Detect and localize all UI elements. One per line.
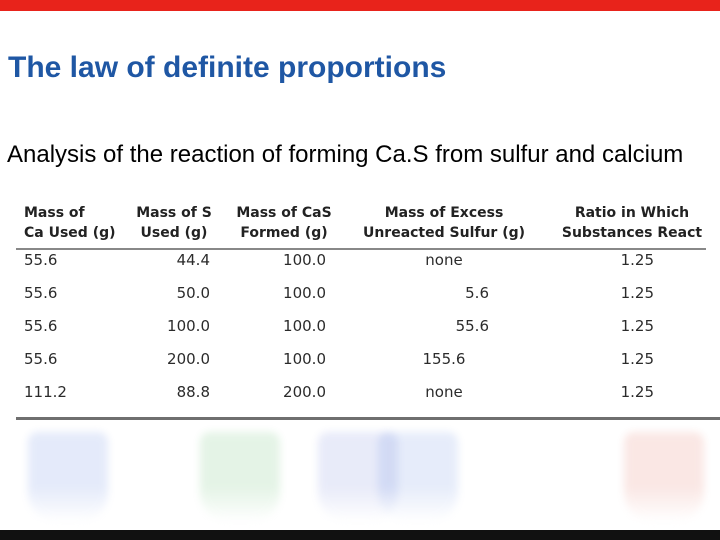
header-line: Unreacted Sulfur (g) <box>362 225 526 241</box>
header-line: Mass of S <box>136 205 212 221</box>
data-table: Mass of Ca Used (g) Mass of S Used (g) M… <box>14 201 720 408</box>
slide-subtitle: Analysis of the reaction of forming Ca.S… <box>7 141 684 168</box>
beaker-indigo-image <box>318 432 398 522</box>
bottom-bar <box>0 530 720 540</box>
top-accent-bar <box>0 0 720 11</box>
header-line: Substances React <box>561 225 703 241</box>
cell-ca-used: 55.6 <box>24 283 58 302</box>
cell-ca-used: 55.6 <box>24 250 58 269</box>
cell-ratio: 1.25 <box>620 316 654 335</box>
cell-ratio: 1.25 <box>620 250 654 269</box>
cell-ca-used: 55.6 <box>24 349 58 368</box>
header-line: Used (g) <box>140 225 208 241</box>
table-row: 55.6 100.0 100.0 55.6 1.25 <box>14 309 720 342</box>
cell-cas-formed: 200.0 <box>283 382 326 401</box>
data-table-container: Mass of Ca Used (g) Mass of S Used (g) M… <box>14 201 720 421</box>
beaker-green-image <box>200 432 280 522</box>
cell-excess-sulfur: 55.6 <box>455 316 489 335</box>
header-line: Formed (g) <box>240 225 328 241</box>
slide-title: The law of definite proportions <box>8 51 447 84</box>
beaker-light-blue-image <box>378 432 458 522</box>
cell-s-used: 88.8 <box>176 382 210 401</box>
cell-ratio: 1.25 <box>620 382 654 401</box>
cell-ratio: 1.25 <box>620 283 654 302</box>
cell-excess-sulfur: none <box>425 250 463 269</box>
cell-excess-sulfur: none <box>425 382 463 401</box>
cell-excess-sulfur: 155.6 <box>422 349 466 368</box>
header-line: Ratio in Which <box>574 205 690 221</box>
cell-cas-formed: 100.0 <box>283 316 326 335</box>
table-bottom-rule <box>16 417 720 420</box>
header-ratio: Ratio in Which Substances React <box>544 201 720 243</box>
header-line: Mass of CaS <box>236 205 332 221</box>
header-line: Mass of Excess <box>384 205 504 221</box>
cell-excess-sulfur: 5.6 <box>465 283 489 302</box>
header-cas-formed: Mass of CaS Formed (g) <box>224 201 344 243</box>
table-row: 111.2 88.8 200.0 none 1.25 <box>14 375 720 408</box>
header-s-used: Mass of S Used (g) <box>124 201 224 243</box>
cell-ca-used: 55.6 <box>24 316 58 335</box>
cell-ratio: 1.25 <box>620 349 654 368</box>
cell-cas-formed: 100.0 <box>283 283 326 302</box>
cell-s-used: 200.0 <box>167 349 210 368</box>
beaker-blue-image <box>28 432 108 522</box>
cell-s-used: 100.0 <box>167 316 210 335</box>
cell-cas-formed: 100.0 <box>283 250 326 269</box>
table-row: 55.6 50.0 100.0 5.6 1.25 <box>14 276 720 309</box>
header-line: Mass of <box>24 205 85 221</box>
cell-ca-used: 111.2 <box>24 382 67 401</box>
header-excess-sulfur: Mass of Excess Unreacted Sulfur (g) <box>344 201 544 243</box>
cell-s-used: 44.4 <box>176 250 210 269</box>
table-body: 55.6 44.4 100.0 none 1.25 55.6 50.0 100.… <box>14 243 720 408</box>
header-divider <box>16 248 706 250</box>
cell-cas-formed: 100.0 <box>283 349 326 368</box>
header-line: Ca Used (g) <box>24 225 116 241</box>
table-header: Mass of Ca Used (g) Mass of S Used (g) M… <box>14 201 720 243</box>
header-ca-used: Mass of Ca Used (g) <box>14 201 124 243</box>
table-row: 55.6 200.0 100.0 155.6 1.25 <box>14 342 720 375</box>
table-row: 55.6 44.4 100.0 none 1.25 <box>14 243 720 276</box>
beaker-red-image <box>624 432 704 522</box>
beaker-decoration <box>0 428 720 528</box>
cell-s-used: 50.0 <box>176 283 210 302</box>
